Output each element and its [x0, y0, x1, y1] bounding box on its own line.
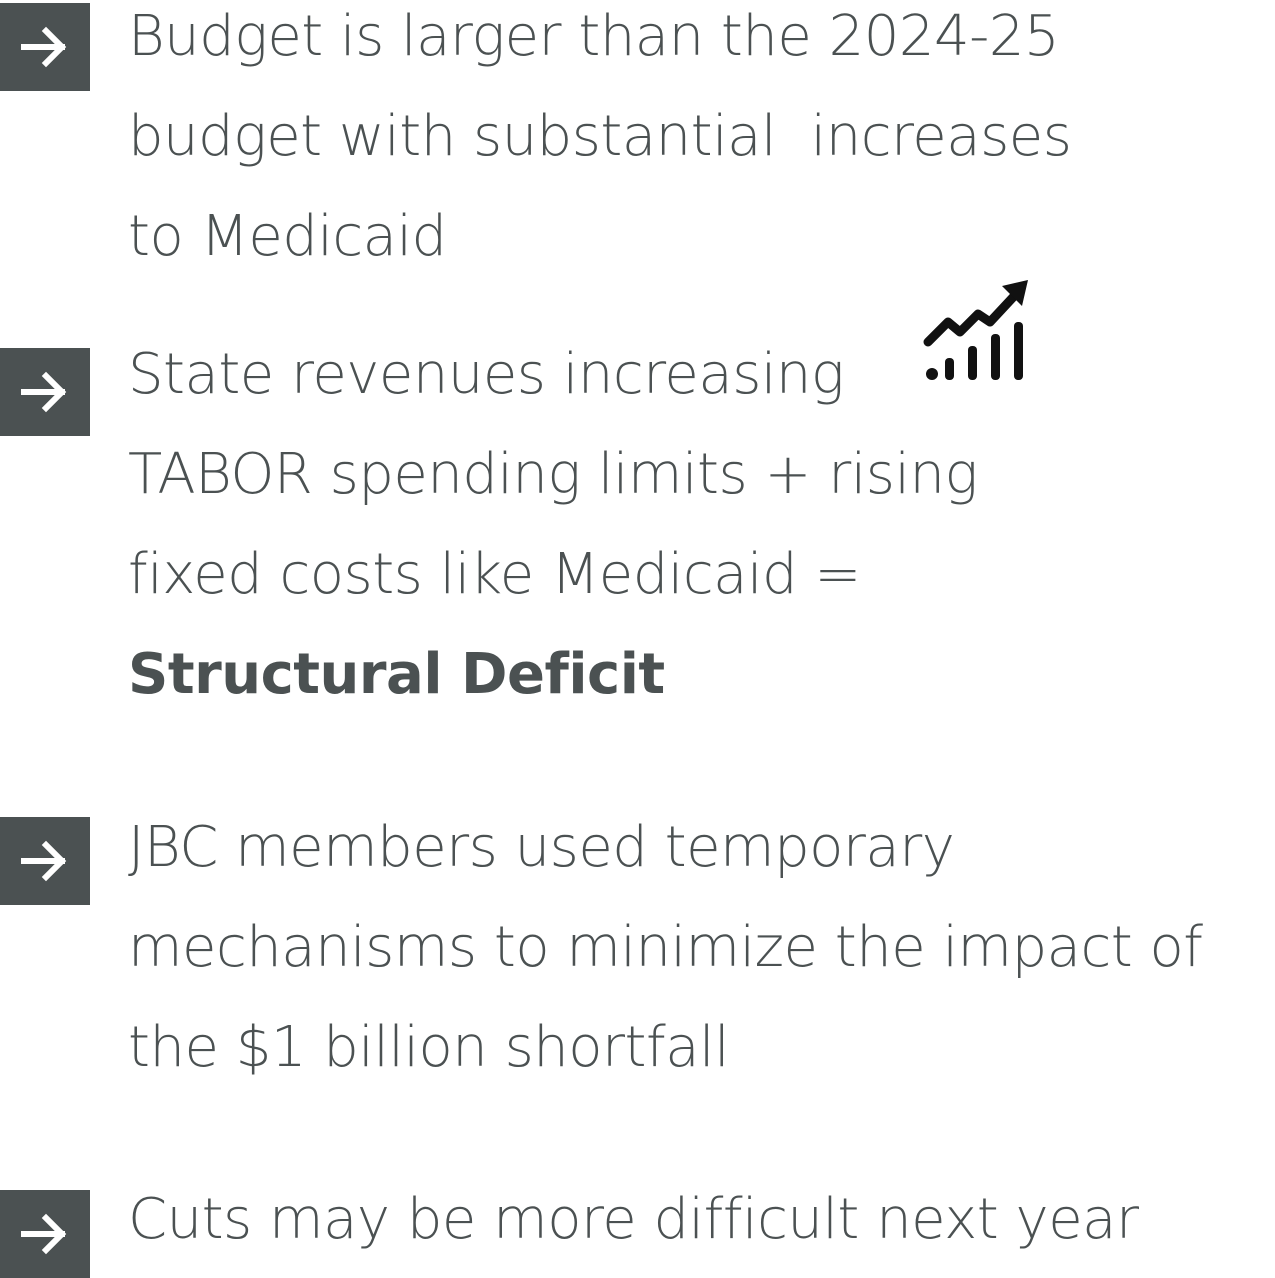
- arrow-box: [0, 1190, 90, 1278]
- emphasis: Structural Deficit: [128, 642, 665, 707]
- bullet-text: JBC members used temporary mechanisms to …: [128, 798, 1275, 1098]
- arrow-icon: [21, 1213, 67, 1255]
- growth-icon: [923, 280, 1028, 380]
- text-line: Cuts may be more difficult next year: [128, 1187, 1139, 1252]
- bullet-text: State revenues increasing TABOR spending …: [128, 325, 1275, 725]
- arrow-box: [0, 3, 90, 91]
- text-line: Budget is larger than the 2024-25: [128, 4, 1060, 69]
- arrow-icon: [21, 840, 67, 882]
- text-line: mechanisms to minimize the impact of: [128, 915, 1203, 980]
- text-line: budget with substantial increases: [128, 104, 1072, 169]
- bullet-text: Cuts may be more difficult next year: [128, 1170, 1275, 1270]
- arrow-icon: [21, 26, 67, 68]
- text-line: the $1 billion shortfall: [128, 1015, 730, 1080]
- text-line: to Medicaid: [128, 204, 447, 269]
- text-line: TABOR spending limits + rising: [128, 442, 978, 507]
- arrow-box: [0, 348, 90, 436]
- text-line: fixed costs like Medicaid =: [128, 542, 861, 607]
- text-line: JBC members used temporary: [128, 815, 955, 880]
- text-line: State revenues increasing: [128, 342, 845, 407]
- arrow-icon: [21, 371, 67, 413]
- bullet-text: Budget is larger than the 2024-25 budget …: [128, 0, 1275, 287]
- arrow-box: [0, 817, 90, 905]
